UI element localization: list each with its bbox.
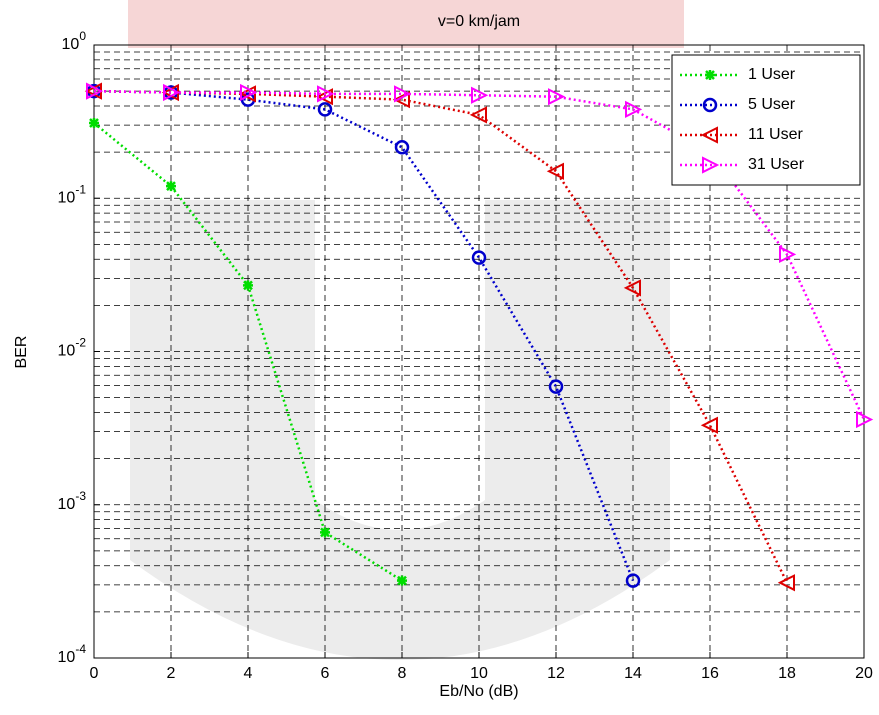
x-axis-label: Eb/No (dB)	[439, 683, 518, 700]
x-tick-label: 8	[398, 665, 407, 682]
chart: v=0 km/jam Eb/No (dB) BER 0 2 4 6 8 10 12 14 16 1…	[0, 0, 879, 715]
legend-label: 1 User	[748, 66, 796, 83]
y-tick-label: 10-3	[58, 489, 87, 513]
watermark-logo	[130, 200, 670, 660]
marker	[397, 576, 407, 586]
y-tick-label: 10-1	[58, 182, 87, 206]
y-tick-label: 10-2	[58, 336, 87, 360]
y-axis-label: BER	[13, 336, 30, 369]
y-tick-label: 10-4	[58, 642, 87, 666]
x-tick-label: 12	[547, 665, 565, 682]
watermark-band	[128, 0, 684, 48]
y-tick-label: 100	[62, 29, 87, 53]
x-tick-label: 14	[624, 665, 642, 682]
x-tick-label: 20	[855, 665, 873, 682]
marker	[320, 527, 330, 537]
legend-label: 11 User	[748, 126, 804, 143]
chart-title: v=0 km/jam	[438, 13, 520, 30]
x-tick-label: 10	[470, 665, 488, 682]
x-tick-label: 16	[701, 665, 719, 682]
x-tick-label: 6	[321, 665, 330, 682]
x-tick-label: 18	[778, 665, 796, 682]
marker	[243, 280, 253, 290]
legend-label: 31 User	[748, 156, 805, 173]
marker	[166, 181, 176, 191]
marker	[705, 70, 715, 80]
legend-label: 5 User	[748, 96, 796, 113]
x-tick-label: 4	[244, 665, 253, 682]
x-tick-label: 2	[167, 665, 176, 682]
x-tick-label: 0	[90, 665, 99, 682]
marker	[89, 118, 99, 128]
